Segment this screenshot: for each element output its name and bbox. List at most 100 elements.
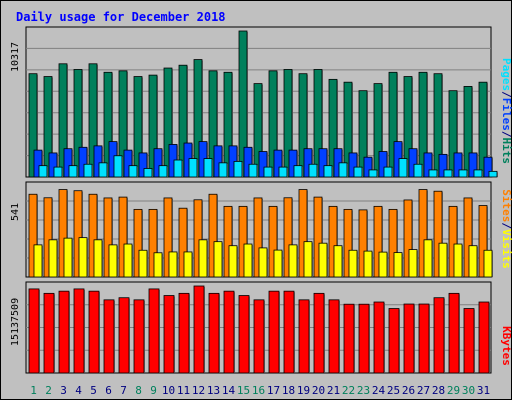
bar-sites-8 bbox=[138, 249, 148, 278]
bar-pages-15 bbox=[248, 163, 258, 178]
bar-visits-31 bbox=[478, 205, 488, 278]
bar-sites-15 bbox=[243, 243, 253, 278]
bar-sites-6 bbox=[108, 244, 118, 278]
bar-pages-20 bbox=[323, 165, 333, 178]
bar-visits-13 bbox=[208, 193, 218, 278]
x-tick-label-9: 9 bbox=[150, 384, 157, 397]
x-tick-label-18: 18 bbox=[282, 384, 295, 397]
bar-pages-25 bbox=[398, 158, 408, 178]
bar-pages-21 bbox=[338, 162, 348, 178]
y-max-label: 15137509 bbox=[10, 298, 21, 346]
bar-pages-11 bbox=[188, 158, 198, 178]
bar-files-2 bbox=[48, 152, 58, 178]
bar-pages-26 bbox=[413, 163, 423, 178]
x-tick-label-13: 13 bbox=[207, 384, 220, 397]
panel-3: 15137509 KBytes bbox=[10, 281, 512, 374]
x-tick-label-20: 20 bbox=[312, 384, 325, 397]
bar-visits-7 bbox=[118, 196, 128, 278]
bar-files-1 bbox=[33, 149, 43, 178]
bar-kbytes-24 bbox=[373, 301, 385, 374]
bar-visits-15 bbox=[238, 205, 248, 278]
bar-visits-27 bbox=[418, 189, 428, 278]
x-tick-label-15: 15 bbox=[237, 384, 250, 397]
panel-2: 541 Sites/Visits bbox=[10, 181, 512, 278]
bar-sites-23 bbox=[363, 250, 373, 278]
legend-1: Pages/Files/Hits bbox=[500, 58, 512, 164]
bar-kbytes-31 bbox=[478, 301, 490, 374]
bar-files-19 bbox=[303, 148, 313, 178]
bar-hits-1 bbox=[28, 73, 38, 178]
bar-pages-14 bbox=[233, 161, 243, 178]
bar-files-24 bbox=[378, 151, 388, 178]
legend-entry: / bbox=[500, 91, 512, 98]
x-tick-label-14: 14 bbox=[222, 384, 236, 397]
bar-sites-20 bbox=[318, 242, 328, 278]
bar-kbytes-3 bbox=[58, 290, 70, 374]
x-tick-label-24: 24 bbox=[372, 384, 386, 397]
bar-pages-12 bbox=[203, 158, 213, 178]
x-tick-label-25: 25 bbox=[387, 384, 400, 397]
bar-sites-7 bbox=[123, 243, 133, 278]
x-tick-label-11: 11 bbox=[177, 384, 190, 397]
bar-kbytes-29 bbox=[448, 292, 460, 374]
bar-sites-10 bbox=[168, 251, 178, 278]
bar-files-28 bbox=[438, 153, 448, 178]
bar-visits-30 bbox=[463, 197, 473, 278]
x-tick-label-21: 21 bbox=[327, 384, 340, 397]
x-tick-label-6: 6 bbox=[105, 384, 112, 397]
bar-kbytes-6 bbox=[103, 299, 115, 374]
x-tick-label-5: 5 bbox=[90, 384, 97, 397]
x-tick-label-27: 27 bbox=[417, 384, 430, 397]
bar-pages-2 bbox=[53, 166, 63, 178]
x-tick-label-22: 22 bbox=[342, 384, 355, 397]
legend-entry: / bbox=[500, 131, 512, 138]
bar-kbytes-22 bbox=[343, 303, 355, 374]
bar-visits-9 bbox=[148, 208, 158, 278]
x-tick-label-12: 12 bbox=[192, 384, 205, 397]
bar-kbytes-21 bbox=[328, 299, 340, 374]
bar-sites-28 bbox=[438, 242, 448, 278]
bar-pages-7 bbox=[128, 165, 138, 178]
bar-kbytes-1 bbox=[28, 288, 40, 374]
bar-files-20 bbox=[318, 148, 328, 178]
y-max-label: 10317 bbox=[10, 42, 21, 72]
bar-kbytes-25 bbox=[388, 308, 400, 374]
x-tick-label-8: 8 bbox=[135, 384, 142, 397]
bar-pages-9 bbox=[158, 165, 168, 178]
x-tick-label-16: 16 bbox=[252, 384, 265, 397]
bar-pages-30 bbox=[473, 169, 483, 178]
bar-visits-10 bbox=[163, 197, 173, 278]
bar-files-26 bbox=[408, 148, 418, 178]
legend-3: KBytes bbox=[500, 326, 512, 366]
bar-pages-23 bbox=[368, 169, 378, 178]
bar-kbytes-8 bbox=[133, 299, 145, 374]
bar-sites-12 bbox=[198, 239, 208, 278]
bar-visits-20 bbox=[313, 196, 323, 278]
y-max-label: 541 bbox=[10, 203, 21, 221]
bar-sites-5 bbox=[93, 239, 103, 278]
bar-sites-21 bbox=[333, 245, 343, 278]
bar-kbytes-23 bbox=[358, 303, 370, 374]
bar-kbytes-2 bbox=[43, 292, 55, 374]
bar-visits-8 bbox=[133, 208, 143, 278]
bar-kbytes-14 bbox=[223, 290, 235, 374]
chart-title: Daily usage for December 2018 bbox=[16, 10, 226, 24]
bar-visits-22 bbox=[343, 208, 353, 278]
bar-sites-22 bbox=[348, 249, 358, 278]
bar-kbytes-20 bbox=[313, 292, 325, 374]
bar-visits-19 bbox=[298, 189, 308, 278]
bar-pages-17 bbox=[278, 166, 288, 178]
bar-sites-9 bbox=[153, 252, 163, 278]
bar-files-27 bbox=[423, 152, 433, 178]
bar-files-4 bbox=[78, 146, 88, 178]
bar-files-31 bbox=[483, 156, 493, 178]
bar-files-29 bbox=[453, 152, 463, 178]
bar-files-17 bbox=[273, 149, 283, 178]
bar-sites-31 bbox=[483, 249, 493, 278]
legend-2: Sites/Visits bbox=[500, 189, 512, 269]
bar-pages-10 bbox=[173, 159, 183, 178]
bar-sites-14 bbox=[228, 245, 238, 278]
bar-pages-5 bbox=[98, 162, 108, 178]
bar-files-8 bbox=[138, 152, 148, 178]
bar-pages-24 bbox=[383, 166, 393, 178]
